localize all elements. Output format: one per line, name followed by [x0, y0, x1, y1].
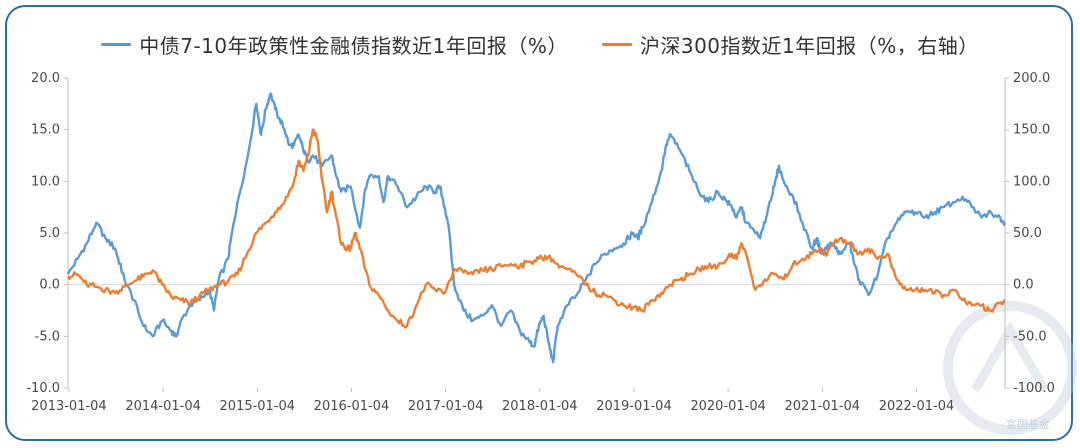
right-tick-label: 50.0: [1013, 226, 1042, 241]
right-tick-label: 100.0: [1013, 174, 1050, 189]
left-tick-label: 0.0: [39, 278, 60, 293]
legend-label-bond: 中债7-10年政策性金融债指数近1年回报（%）: [139, 34, 568, 58]
right-tick-label: -100.0: [1013, 381, 1055, 396]
legend-item-csi300: 沪深300指数近1年回报（%，右轴）: [601, 30, 979, 59]
left-tick-label: -10.0: [26, 381, 60, 396]
chart-legend: 中债7-10年政策性金融债指数近1年回报（%） 沪深300指数近1年回报（%，右…: [0, 30, 1080, 59]
watermark-peak: [971, 321, 1049, 393]
x-tick-label: 2016-01-04: [314, 399, 390, 414]
x-tick-label: 2019-01-04: [596, 399, 672, 414]
left-tick-label: 20.0: [31, 71, 60, 86]
x-tick-label: 2022-01-04: [879, 399, 955, 414]
right-tick-label: 200.0: [1013, 71, 1050, 86]
x-tick-label: 2020-01-04: [690, 399, 766, 414]
legend-label-csi300: 沪深300指数近1年回报（%，右轴）: [639, 34, 979, 58]
legend-swatch-bond: [101, 43, 132, 46]
x-tick-label: 2013-01-04: [31, 399, 107, 414]
x-tick-label: 2018-01-04: [502, 399, 578, 414]
right-tick-label: 150.0: [1013, 123, 1050, 138]
series-line-bond-index: [66, 92, 1007, 364]
watermark-text: 富国基金: [1006, 418, 1050, 431]
x-tick-label: 2021-01-04: [785, 399, 861, 414]
x-tick-label: 2017-01-04: [408, 399, 484, 414]
x-tick-label: 2015-01-04: [220, 399, 296, 414]
left-tick-label: 5.0: [39, 226, 60, 241]
legend-swatch-csi300: [601, 43, 632, 46]
series-line-csi300: [67, 128, 1006, 329]
left-tick-label: 10.0: [31, 174, 60, 189]
left-tick-label: -5.0: [35, 329, 60, 344]
right-tick-label: -50.0: [1013, 329, 1047, 344]
watermark-logo: [943, 301, 1077, 435]
right-tick-label: 0.0: [1013, 278, 1034, 293]
legend-item-bond-index: 中债7-10年政策性金融债指数近1年回报（%）: [101, 30, 568, 59]
watermark-ring: [943, 301, 1077, 435]
x-tick-label: 2014-01-04: [125, 399, 201, 414]
left-tick-label: 15.0: [31, 123, 60, 138]
